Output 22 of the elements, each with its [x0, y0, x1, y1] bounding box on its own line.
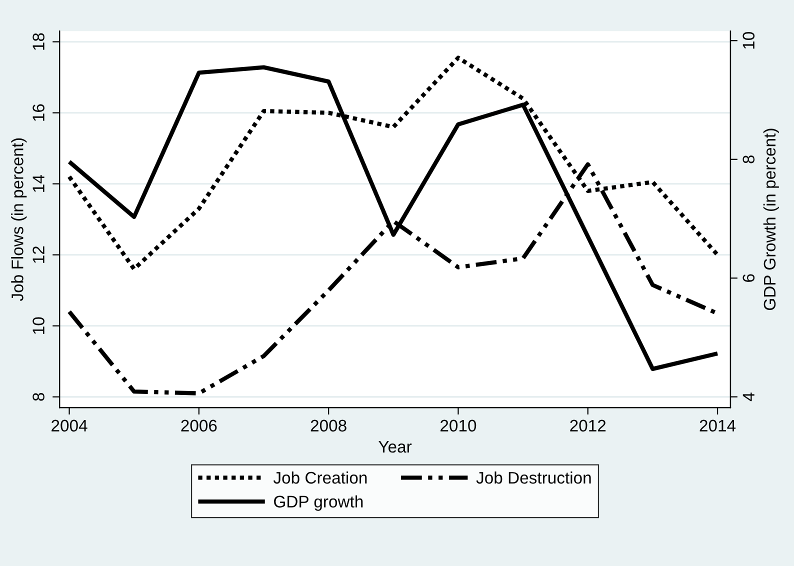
x-tick-label: 2006: [181, 420, 217, 432]
y-tick-label: 8: [32, 392, 44, 401]
y2-axis-title: GDP Growth (in percent): [763, 128, 779, 310]
x-tick-label: 2012: [570, 420, 606, 432]
y-tick-label: 14: [32, 175, 44, 192]
x-tick-label: 2008: [310, 420, 346, 432]
y-tick-label: 12: [32, 246, 44, 263]
y2-tick-label: 10: [742, 32, 755, 49]
y-axis-title: Job Flows (in percent): [11, 138, 27, 302]
legend-label: Job Destruction: [476, 471, 591, 484]
y2-tick-label: 8: [742, 155, 755, 164]
y2-tick-label: 6: [742, 274, 755, 282]
x-tick-label: 2014: [700, 420, 736, 432]
y2-tick-label: 4: [742, 392, 754, 402]
x-tick-label: 2004: [52, 420, 88, 432]
legend-label: Job Creation: [273, 471, 367, 484]
x-axis-title: Year: [378, 441, 412, 453]
x-tick-label: 2010: [440, 420, 476, 432]
y-tick-label: 10: [32, 317, 44, 334]
y-tick-label: 18: [32, 33, 44, 50]
legend-label: GDP growth: [274, 495, 363, 511]
y-tick-label: 16: [32, 104, 44, 121]
